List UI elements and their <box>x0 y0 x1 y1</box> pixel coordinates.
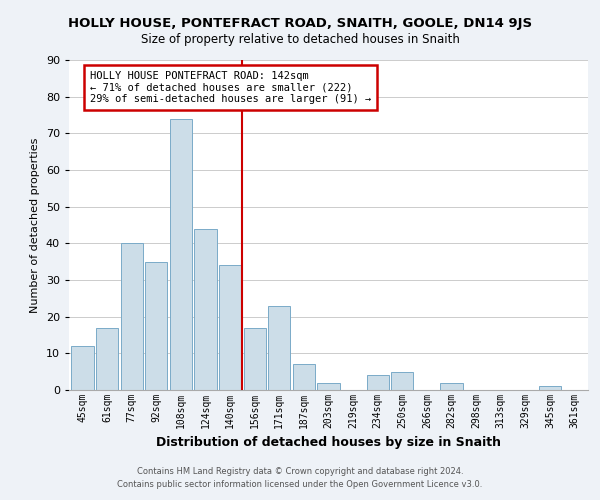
Text: Contains HM Land Registry data © Crown copyright and database right 2024.
Contai: Contains HM Land Registry data © Crown c… <box>118 468 482 489</box>
Text: HOLLY HOUSE, PONTEFRACT ROAD, SNAITH, GOOLE, DN14 9JS: HOLLY HOUSE, PONTEFRACT ROAD, SNAITH, GO… <box>68 18 532 30</box>
Bar <box>367 376 389 390</box>
Bar <box>391 372 413 390</box>
Bar <box>244 328 266 390</box>
Bar <box>539 386 561 390</box>
Y-axis label: Number of detached properties: Number of detached properties <box>30 138 40 312</box>
Bar <box>96 328 118 390</box>
Bar <box>317 382 340 390</box>
Bar <box>121 244 143 390</box>
Bar <box>440 382 463 390</box>
Bar <box>293 364 315 390</box>
Bar <box>194 228 217 390</box>
X-axis label: Distribution of detached houses by size in Snaith: Distribution of detached houses by size … <box>156 436 501 450</box>
Bar <box>219 266 241 390</box>
Bar <box>145 262 167 390</box>
Bar <box>170 118 192 390</box>
Bar <box>268 306 290 390</box>
Text: HOLLY HOUSE PONTEFRACT ROAD: 142sqm
← 71% of detached houses are smaller (222)
2: HOLLY HOUSE PONTEFRACT ROAD: 142sqm ← 71… <box>90 71 371 104</box>
Bar <box>71 346 94 390</box>
Text: Size of property relative to detached houses in Snaith: Size of property relative to detached ho… <box>140 32 460 46</box>
